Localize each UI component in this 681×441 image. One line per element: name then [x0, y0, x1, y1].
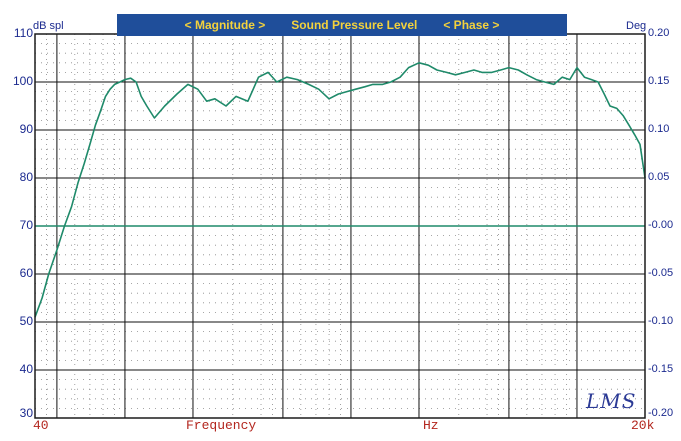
left-tick-label: 40 — [19, 362, 33, 376]
lms-logo: LMS — [586, 389, 637, 413]
right-tick-label: -0.20 — [648, 407, 674, 419]
right-tick-label: -0.10 — [648, 315, 674, 327]
left-tick-label: 90 — [19, 122, 33, 136]
right-axis-label: Deg — [626, 20, 647, 32]
left-tick-label: 100 — [12, 74, 33, 88]
left-tick-label: 30 — [19, 406, 33, 420]
left-axis-label: dB spl — [33, 20, 64, 32]
x-axis-unit: Hz — [423, 418, 439, 433]
right-tick-label: -0.00 — [648, 219, 674, 231]
trace-layer — [34, 62, 646, 318]
left-tick-label: 110 — [13, 26, 33, 40]
left-tick-label: 70 — [19, 218, 33, 232]
right-tick-label: 0.15 — [648, 75, 670, 87]
magnitude-trace — [34, 62, 646, 318]
right-tick-label: 0.05 — [648, 171, 670, 183]
title-bar: < Magnitude > Sound Pressure Level < Pha… — [117, 14, 567, 36]
left-tick-label: 60 — [19, 266, 33, 280]
right-tick-label: 0.20 — [648, 27, 670, 39]
left-tick-label: 50 — [19, 314, 33, 328]
left-tick-label: 80 — [19, 170, 33, 184]
chart-title: Sound Pressure Level — [291, 18, 418, 32]
right-tick-label: -0.05 — [648, 267, 674, 279]
right-tick-label: 0.10 — [648, 123, 670, 135]
x-axis-title: Frequency — [186, 418, 257, 433]
x-axis-end-label: 20k — [631, 418, 655, 433]
phase-button[interactable]: < Phase > — [443, 18, 500, 32]
x-axis-start-label: 40 — [33, 418, 49, 433]
right-tick-label: -0.15 — [648, 363, 674, 375]
magnitude-button[interactable]: < Magnitude > — [184, 18, 266, 32]
